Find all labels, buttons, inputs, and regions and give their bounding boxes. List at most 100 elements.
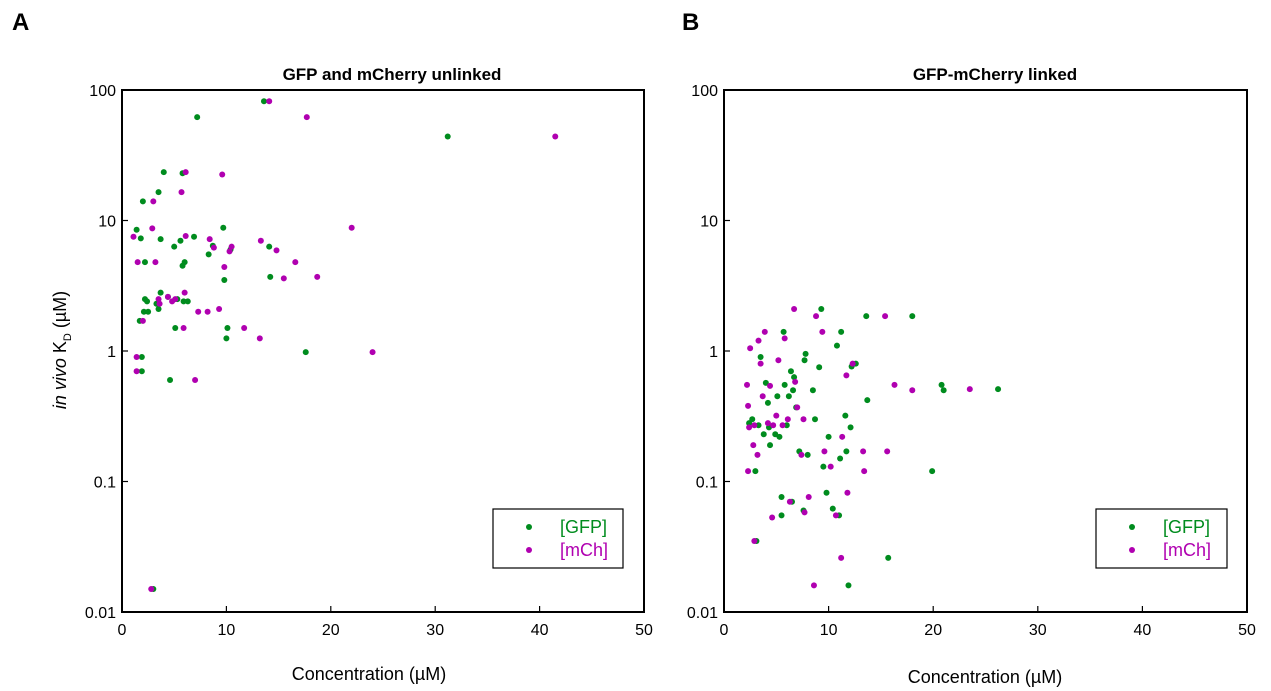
gfp-point <box>829 505 836 512</box>
x-tick-label: 40 <box>1134 622 1152 639</box>
gfp-point <box>764 399 771 406</box>
gfp-point <box>791 374 798 381</box>
mch-point <box>221 264 228 271</box>
gfp-point <box>224 325 231 332</box>
gfp-point <box>843 448 850 455</box>
gfp-point <box>823 489 830 496</box>
gfp-point <box>863 313 870 320</box>
gfp-point <box>172 325 179 332</box>
x-axis-label: Concentration (µM) <box>908 667 1062 687</box>
mch-point <box>226 248 233 255</box>
mch-point <box>750 442 757 449</box>
gfp-point <box>137 235 144 242</box>
legend-marker <box>1129 547 1135 553</box>
mch-point <box>181 289 188 296</box>
mch-point <box>148 586 155 593</box>
gfp-point <box>820 463 827 470</box>
gfp-point <box>885 554 892 561</box>
gfp-point <box>783 422 790 429</box>
gfp-point <box>155 305 162 312</box>
mch-point <box>216 305 223 312</box>
mch-point <box>838 554 845 561</box>
gfp-point <box>155 189 162 196</box>
mch-point <box>219 171 226 178</box>
mch-point <box>832 512 839 519</box>
plot-frame <box>723 89 1248 613</box>
mch-point <box>794 404 801 411</box>
gfp-point <box>801 357 808 364</box>
gfp-point <box>757 353 764 360</box>
gfp-point <box>762 379 769 386</box>
mch-point <box>156 300 163 307</box>
y-tick-label: 0.01 <box>85 605 116 622</box>
gfp-point <box>140 308 147 315</box>
data-points <box>130 98 559 593</box>
mch-point <box>819 328 826 335</box>
x-tick-label: 50 <box>1238 622 1256 639</box>
mch-point <box>779 422 786 429</box>
mch-point <box>882 313 889 320</box>
gfp-point <box>755 422 762 429</box>
gfp-point <box>780 328 787 335</box>
gfp-point <box>223 335 230 342</box>
gfp-point <box>847 424 854 431</box>
mch-point <box>798 451 805 458</box>
mch-point <box>764 420 771 427</box>
mch-point <box>861 468 868 475</box>
mch-point <box>195 308 202 315</box>
gfp-point <box>205 251 212 258</box>
y-axis-label-italic: in vivo <box>50 358 70 409</box>
x-tick-label: 40 <box>531 622 549 639</box>
gfp-point <box>774 393 781 400</box>
mch-point <box>292 259 299 266</box>
x-tick-label: 10 <box>820 622 838 639</box>
gfp-point <box>929 468 936 475</box>
x-tick-label: 20 <box>924 622 942 639</box>
y-axis-label-unit: (µM) <box>50 291 70 333</box>
mch-point <box>149 225 156 232</box>
gfp-point <box>220 224 227 231</box>
mch-point <box>821 448 828 455</box>
gfp-point <box>940 387 947 394</box>
axis-ticks: 0 10 20 30 40 50 0.01 0.1 1 10 100 <box>687 83 1256 639</box>
gfp-point <box>804 451 811 458</box>
y-tick-label: 1 <box>709 344 718 361</box>
legend-marker <box>526 524 532 530</box>
mch-point <box>767 382 774 389</box>
panel-label: A <box>12 9 29 36</box>
gfp-point <box>909 313 916 320</box>
mch-point <box>805 494 812 501</box>
y-tick-label: 0.1 <box>94 475 116 492</box>
gfp-point <box>133 226 140 233</box>
gfp-point <box>177 237 184 244</box>
gfp-point <box>864 397 871 404</box>
gfp-point <box>181 259 188 266</box>
mch-point <box>775 357 782 364</box>
x-tick-label: 0 <box>720 622 729 639</box>
mch-point <box>130 233 137 240</box>
mch-point <box>180 325 187 332</box>
gfp-point <box>167 376 174 383</box>
x-tick-label: 30 <box>1029 622 1047 639</box>
mch-point <box>150 198 157 205</box>
gfp-point <box>260 98 267 105</box>
gfp-point <box>749 416 756 423</box>
mch-point <box>839 433 846 440</box>
gfp-point <box>157 236 164 243</box>
gfp-point <box>221 276 228 283</box>
y-tick-label: 100 <box>691 83 718 100</box>
gfp-point <box>160 169 167 176</box>
legend-marker <box>1129 524 1135 530</box>
mch-point <box>133 368 140 375</box>
gfp-point <box>141 259 148 266</box>
mch-point <box>182 233 189 240</box>
gfp-point <box>444 133 451 140</box>
mch-point <box>813 313 820 320</box>
y-tick-label: 10 <box>98 214 116 231</box>
mch-point <box>792 378 799 385</box>
gfp-point <box>138 353 145 360</box>
gfp-point <box>139 198 146 205</box>
y-tick-label: 0.1 <box>696 475 718 492</box>
gfp-point <box>837 455 844 462</box>
x-tick-label: 20 <box>322 622 340 639</box>
